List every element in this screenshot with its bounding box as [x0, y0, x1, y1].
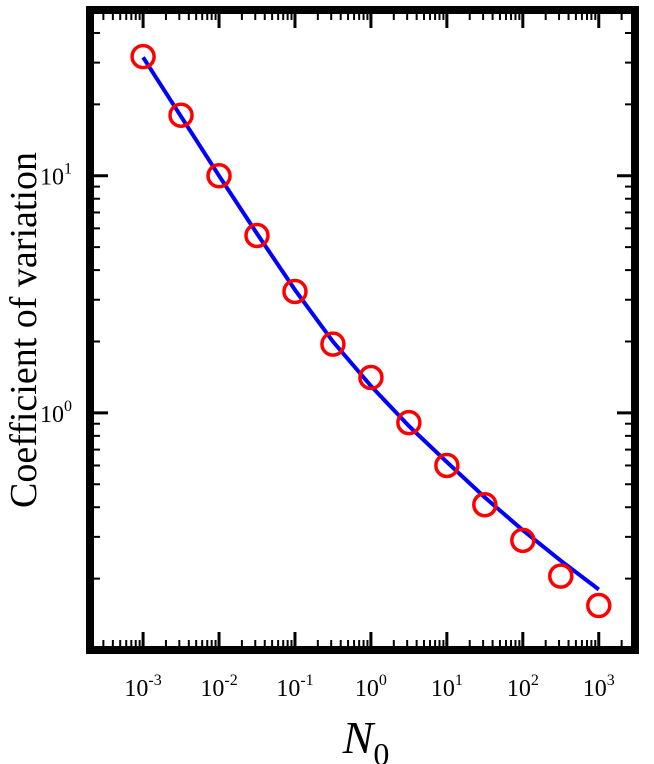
data-point-marker — [130, 43, 156, 70]
data-point-marker — [206, 162, 232, 189]
data-point-marker — [396, 409, 422, 436]
data-point-marker — [586, 592, 612, 619]
x-axis-title: N0 — [342, 712, 390, 764]
y-tick-labels: 100 101 — [40, 161, 72, 428]
x-tick-label: 100 — [355, 672, 387, 702]
y-tick-label: 100 — [40, 398, 72, 428]
x-tick-label: 10-2 — [200, 672, 237, 702]
x-tick-label: 102 — [507, 672, 539, 702]
plot-frame — [86, 6, 639, 654]
x-tick-label: 10-1 — [276, 672, 313, 702]
data-point-marker — [472, 491, 498, 518]
data-point-marker — [358, 364, 384, 391]
x-tick-label: 103 — [583, 672, 615, 702]
data-point-marker — [320, 331, 346, 357]
marker-series — [130, 43, 612, 619]
data-point-marker — [510, 527, 536, 554]
x-tick-label: 10-3 — [124, 672, 161, 702]
x-tick-label: 101 — [431, 672, 463, 702]
fit-line-series — [141, 56, 601, 592]
data-point-marker — [548, 563, 574, 589]
data-point-marker — [168, 102, 194, 128]
data-point-marker — [434, 452, 460, 479]
fit-line — [141, 56, 601, 592]
data-point-marker — [244, 222, 270, 249]
data-point-marker — [282, 278, 308, 305]
y-axis-title: Coefficient of variation — [3, 152, 45, 508]
y-tick-label: 101 — [40, 161, 72, 191]
axis-ticks — [89, 9, 636, 652]
x-tick-labels: 10-3 10-2 10-1 100 101 102 103 — [124, 672, 614, 702]
